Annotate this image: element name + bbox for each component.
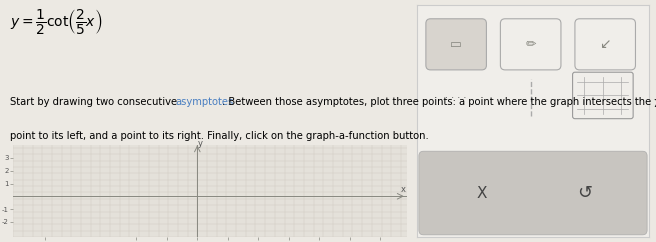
Text: asymptotes: asymptotes: [176, 97, 234, 107]
FancyBboxPatch shape: [573, 72, 633, 119]
Text: x: x: [400, 185, 405, 194]
Text: y: y: [197, 139, 203, 148]
Text: ↺: ↺: [577, 184, 592, 202]
Text: Start by drawing two consecutive: Start by drawing two consecutive: [10, 97, 180, 107]
FancyBboxPatch shape: [419, 151, 647, 235]
Text: X: X: [476, 186, 487, 201]
Text: $y=\dfrac{1}{2}\cot\!\left(\dfrac{2}{5}x\right)$: $y=\dfrac{1}{2}\cot\!\left(\dfrac{2}{5}x…: [10, 7, 102, 36]
Text: point to its left, and a point to its right. Finally, click on the graph-a-funct: point to its left, and a point to its ri…: [10, 131, 428, 141]
Text: . Between those asymptotes, plot three points: a point where the graph intersect: . Between those asymptotes, plot three p…: [222, 97, 656, 107]
Text: ✏: ✏: [525, 38, 536, 51]
FancyBboxPatch shape: [575, 19, 636, 70]
Text: ↙: ↙: [600, 37, 611, 51]
Text: · · · ·: · · · ·: [445, 93, 467, 103]
FancyBboxPatch shape: [501, 19, 561, 70]
Text: ▭: ▭: [450, 38, 462, 51]
FancyBboxPatch shape: [426, 19, 487, 70]
